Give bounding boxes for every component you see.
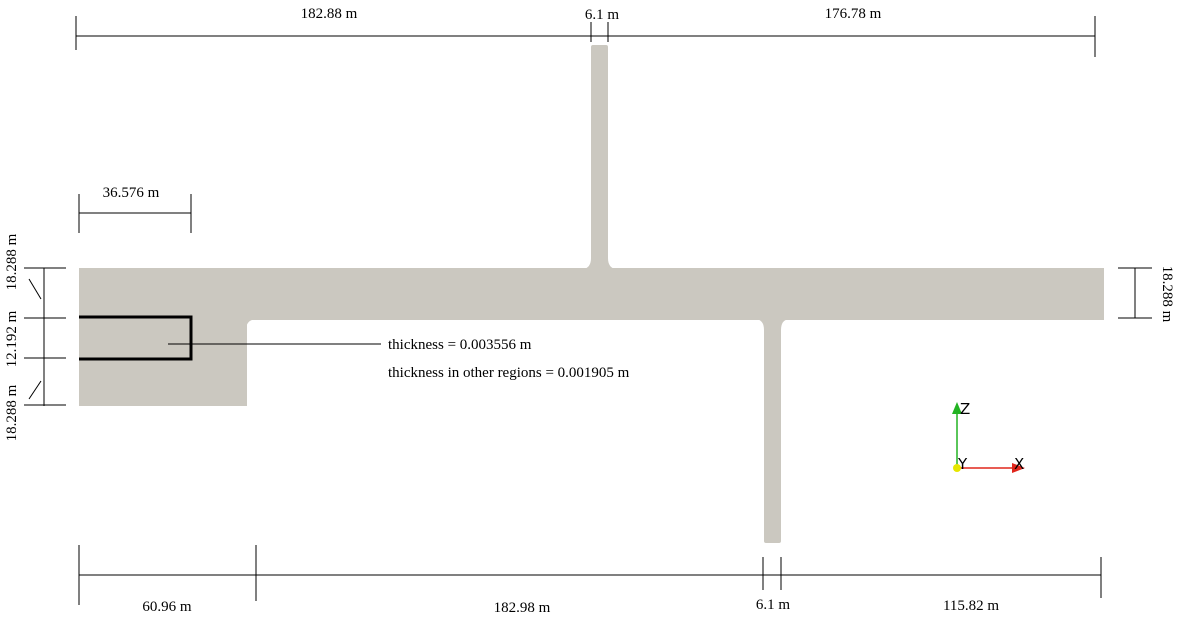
y-axis-label: Y — [957, 455, 968, 473]
right-dim-label: 18.288 m — [1159, 266, 1175, 323]
axis-triad: Z Y X — [952, 400, 1025, 473]
top-dim-label-3: 176.78 m — [825, 6, 882, 22]
bottom-dimension: 60.96 m 182.98 m 6.1 m 115.82 m — [78, 545, 1102, 616]
bottom-stub-fillet — [756, 319, 789, 330]
top-dim-label-1: 182.88 m — [301, 6, 358, 22]
left-dim-label-3: 18.288 m — [4, 384, 20, 441]
bottom-dim-label-1: 60.96 m — [142, 599, 192, 615]
left-block-fillet — [246, 319, 256, 330]
bottom-dim-label-4: 115.82 m — [943, 598, 999, 614]
bottom-dim-label-3: 6.1 m — [756, 597, 791, 613]
top-stub-fillet — [583, 258, 616, 269]
z-axis-label: Z — [960, 400, 970, 418]
bottom-vertical-stub — [764, 318, 781, 543]
left-dim-label-1: 18.288 m — [4, 233, 20, 290]
main-horizontal-bar — [79, 268, 1104, 320]
bottom-dim-label-2: 182.98 m — [494, 600, 551, 616]
right-dimension: 18.288 m — [1118, 266, 1175, 323]
top-dim-label-2: 6.1 m — [585, 7, 620, 23]
annotation-line1: thickness = 0.003556 m — [388, 337, 532, 353]
z-axis-arrow — [952, 402, 962, 414]
thick-region-outline — [79, 315, 193, 361]
x-axis-arrow — [1012, 463, 1025, 473]
left-dim-label-2: 12.192 m — [4, 310, 20, 367]
x-axis-label: X — [1014, 455, 1024, 473]
y-axis-dot — [953, 464, 961, 472]
top-dimension: 182.88 m 6.1 m 176.78 m — [75, 6, 1096, 57]
inner-width-dimension: 36.576 m — [78, 185, 192, 233]
left-block — [79, 318, 247, 406]
left-dimension: 18.288 m 12.192 m 18.288 m — [4, 233, 66, 441]
annotation-line2: thickness in other regions = 0.001905 m — [388, 365, 630, 381]
inner-width-label: 36.576 m — [103, 185, 160, 201]
top-vertical-stub — [591, 45, 608, 270]
geometry — [79, 45, 1104, 543]
